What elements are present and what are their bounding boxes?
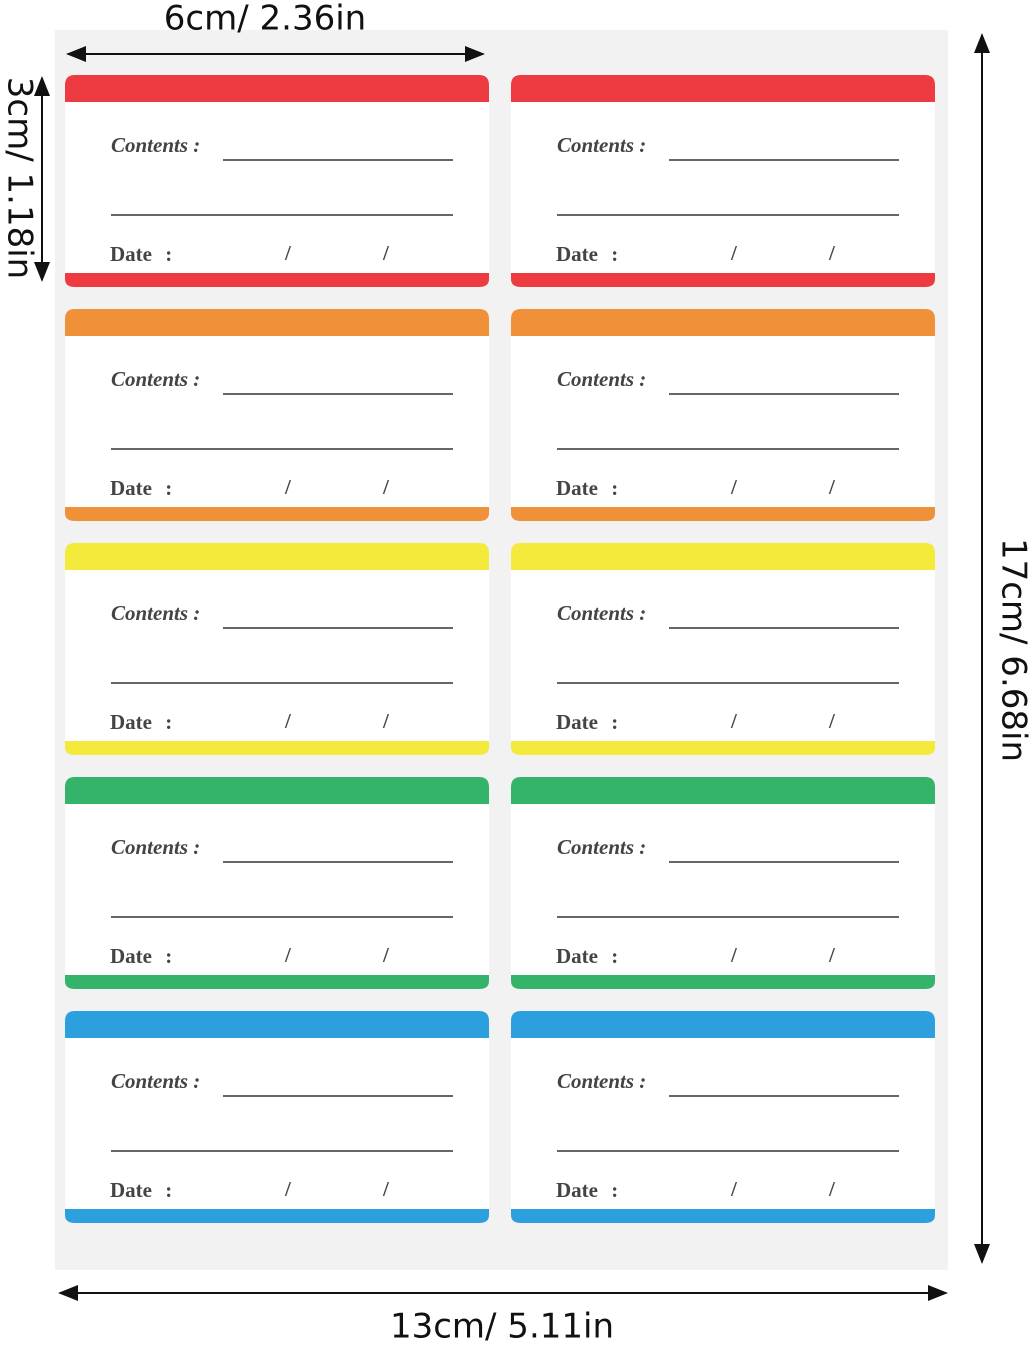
label: Contents : Date : / / bbox=[65, 75, 489, 287]
contents-label: Contents : bbox=[111, 133, 200, 157]
date-label: Date : bbox=[556, 944, 618, 968]
date-label: Date : bbox=[110, 1178, 172, 1202]
label-top-band bbox=[511, 75, 935, 102]
label-bottom-band bbox=[511, 1209, 935, 1223]
contents-label: Contents : bbox=[557, 133, 646, 157]
date-separator: / bbox=[284, 475, 292, 499]
label-body bbox=[65, 309, 489, 521]
date-separator: / bbox=[382, 475, 390, 499]
label-bottom-band bbox=[65, 1209, 489, 1223]
label-body bbox=[511, 777, 935, 989]
label-bottom-band bbox=[511, 741, 935, 755]
date-separator: / bbox=[828, 475, 836, 499]
date-separator: / bbox=[828, 241, 836, 265]
label-body bbox=[511, 309, 935, 521]
label-top-band bbox=[65, 543, 489, 570]
label: Contents : Date : / / bbox=[511, 309, 935, 521]
label: Contents : Date : / / bbox=[511, 777, 935, 989]
date-separator: / bbox=[382, 709, 390, 733]
label-top-band bbox=[511, 309, 935, 336]
date-separator: / bbox=[730, 709, 738, 733]
date-separator: / bbox=[828, 1177, 836, 1201]
date-label: Date : bbox=[556, 710, 618, 734]
contents-label: Contents : bbox=[111, 1069, 200, 1093]
contents-label: Contents : bbox=[557, 835, 646, 859]
contents-label: Contents : bbox=[557, 1069, 646, 1093]
date-separator: / bbox=[382, 241, 390, 265]
date-label: Date : bbox=[110, 242, 172, 266]
date-separator: / bbox=[284, 943, 292, 967]
label-bottom-band bbox=[65, 507, 489, 521]
label-bottom-band bbox=[65, 975, 489, 989]
date-label: Date : bbox=[110, 476, 172, 500]
date-separator: / bbox=[284, 709, 292, 733]
label-bottom-band bbox=[65, 741, 489, 755]
label: Contents : Date : / / bbox=[65, 543, 489, 755]
label: Contents : Date : / / bbox=[511, 1011, 935, 1223]
date-separator: / bbox=[730, 943, 738, 967]
dimension-label: 3cm/ 1.18in bbox=[0, 77, 40, 279]
date-separator: / bbox=[730, 475, 738, 499]
date-separator: / bbox=[284, 241, 292, 265]
label: Contents : Date : / / bbox=[65, 777, 489, 989]
dimension-label: 6cm/ 2.36in bbox=[164, 0, 366, 39]
label-bottom-band bbox=[65, 273, 489, 287]
label-body bbox=[65, 1011, 489, 1223]
date-label: Date : bbox=[556, 476, 618, 500]
date-label: Date : bbox=[556, 242, 618, 266]
label-bottom-band bbox=[511, 273, 935, 287]
label-body bbox=[511, 75, 935, 287]
label-body bbox=[65, 777, 489, 989]
contents-label: Contents : bbox=[111, 367, 200, 391]
date-separator: / bbox=[828, 709, 836, 733]
date-separator: / bbox=[828, 943, 836, 967]
date-separator: / bbox=[284, 1177, 292, 1201]
date-label: Date : bbox=[556, 1178, 618, 1202]
label: Contents : Date : / / bbox=[65, 309, 489, 521]
label-top-band bbox=[65, 777, 489, 804]
label-top-band bbox=[511, 777, 935, 804]
label-top-band bbox=[65, 309, 489, 336]
label-bottom-band bbox=[511, 975, 935, 989]
label-top-band bbox=[65, 1011, 489, 1038]
label: Contents : Date : / / bbox=[511, 75, 935, 287]
label-body bbox=[65, 75, 489, 287]
date-label: Date : bbox=[110, 710, 172, 734]
label-body bbox=[65, 543, 489, 755]
label-bottom-band bbox=[511, 507, 935, 521]
label: Contents : Date : / / bbox=[65, 1011, 489, 1223]
dimension-label: 17cm/ 6.68in bbox=[994, 538, 1032, 762]
date-label: Date : bbox=[110, 944, 172, 968]
label-top-band bbox=[511, 1011, 935, 1038]
contents-label: Contents : bbox=[111, 601, 200, 625]
contents-label: Contents : bbox=[557, 367, 646, 391]
dimension-label: 13cm/ 5.11in bbox=[390, 1307, 614, 1345]
date-separator: / bbox=[730, 1177, 738, 1201]
contents-label: Contents : bbox=[557, 601, 646, 625]
labels: Contents :Date : //Contents :Date : //Cont… bbox=[65, 75, 935, 1223]
label-top-band bbox=[65, 75, 489, 102]
label: Contents : Date : / / bbox=[511, 543, 935, 755]
label-top-band bbox=[511, 543, 935, 570]
date-separator: / bbox=[730, 241, 738, 265]
contents-label: Contents : bbox=[111, 835, 200, 859]
label-body bbox=[511, 543, 935, 755]
date-separator: / bbox=[382, 1177, 390, 1201]
label-body bbox=[511, 1011, 935, 1223]
date-separator: / bbox=[382, 943, 390, 967]
